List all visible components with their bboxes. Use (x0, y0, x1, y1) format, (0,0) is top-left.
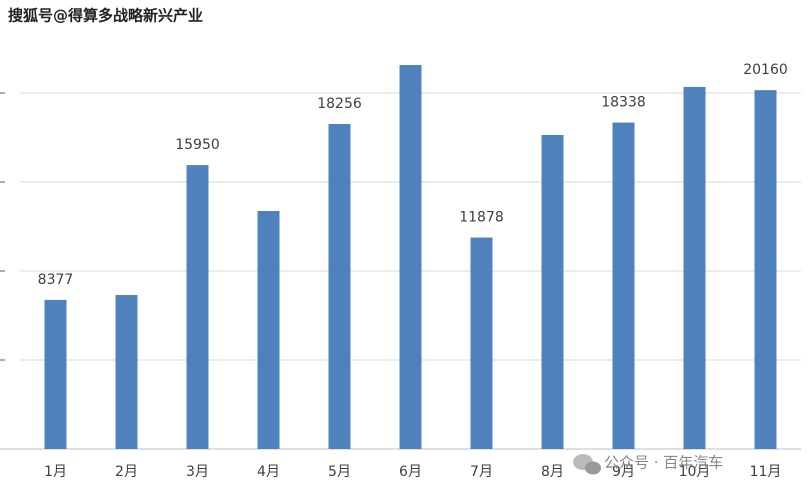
x-tick-label: 10月 (679, 464, 711, 480)
data-label: 15950 (175, 137, 220, 153)
bar (328, 124, 351, 449)
data-label: 8377 (38, 272, 74, 288)
x-tick-label: 8月 (541, 464, 564, 480)
bar (115, 295, 138, 449)
x-tick-label: 9月 (612, 464, 635, 480)
x-tick-label: 3月 (186, 464, 209, 480)
x-tick-label: 5月 (328, 464, 351, 480)
x-tick-label: 1月 (44, 464, 67, 480)
bar (399, 65, 422, 449)
data-label: 11878 (459, 210, 504, 226)
x-tick-label: 7月 (470, 464, 493, 480)
x-tick-label: 6月 (399, 464, 422, 480)
data-label: 18256 (317, 96, 362, 112)
bar (683, 86, 706, 449)
x-tick-label: 4月 (257, 464, 280, 480)
bar (470, 237, 493, 449)
wechat-icon (573, 454, 601, 475)
x-tick-label: 11月 (750, 464, 782, 480)
bar (186, 165, 209, 449)
bar (541, 135, 564, 449)
bar (754, 90, 777, 449)
bar (44, 299, 67, 449)
bar (612, 122, 635, 449)
data-label: 20160 (743, 62, 788, 78)
watermark: 搜狐号@得算多战略新兴产业 (8, 7, 203, 25)
data-label: 18338 (601, 95, 646, 111)
bar (257, 211, 280, 449)
x-tick-label: 2月 (115, 464, 138, 480)
watermark: 公众号 · 百年汽车 (604, 454, 723, 472)
